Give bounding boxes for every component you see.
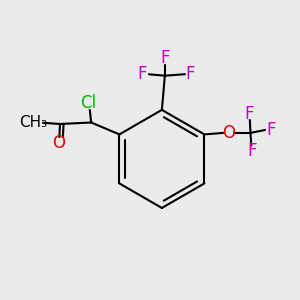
Bar [248, 147, 256, 156]
Text: F: F [244, 105, 254, 123]
Bar [138, 70, 147, 79]
Text: F: F [185, 65, 195, 83]
Bar [266, 125, 275, 135]
Text: F: F [160, 49, 170, 67]
Bar [186, 70, 194, 79]
Text: F: F [138, 65, 147, 83]
Bar [245, 109, 253, 118]
Bar [161, 53, 169, 63]
Text: Cl: Cl [80, 94, 96, 112]
Text: O: O [52, 134, 65, 152]
Bar [224, 128, 232, 138]
Text: O: O [222, 124, 235, 142]
Bar [26, 118, 41, 127]
Bar [82, 98, 94, 108]
Text: F: F [266, 121, 275, 139]
Text: F: F [247, 142, 257, 160]
Text: CH₃: CH₃ [19, 115, 47, 130]
Bar [54, 139, 63, 148]
